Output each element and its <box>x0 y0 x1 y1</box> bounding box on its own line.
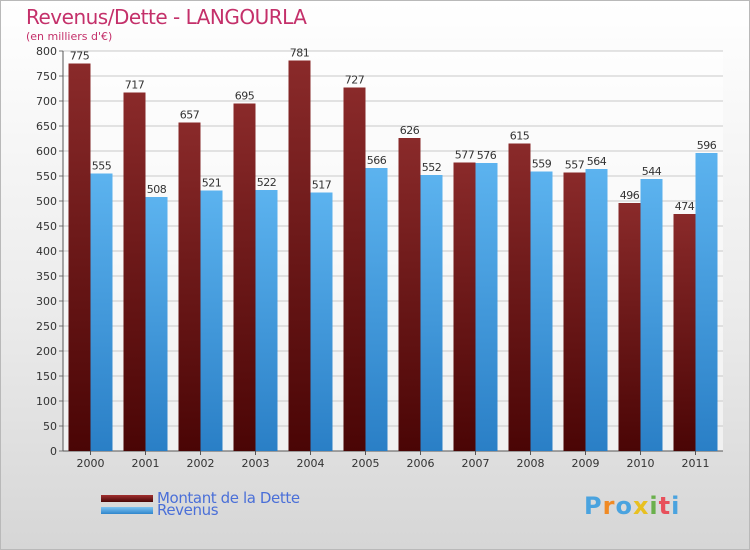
y-tick-label: 800 <box>36 45 57 58</box>
legend-label-revenus: Revenus <box>157 501 219 519</box>
bar-dette <box>288 60 311 451</box>
chart-subtitle: (en milliers d'€) <box>26 30 113 43</box>
y-tick-label: 650 <box>36 120 57 133</box>
bar-dette <box>618 203 641 451</box>
bar-dette <box>453 162 476 451</box>
bar-dette <box>233 103 256 451</box>
data-label-dette: 626 <box>400 124 420 137</box>
y-tick-label: 600 <box>36 145 57 158</box>
bar-revenus <box>255 190 278 451</box>
bar-revenus <box>420 175 443 451</box>
data-label-revenus: 564 <box>587 155 607 168</box>
y-tick-label: 100 <box>36 395 57 408</box>
logo-letter: P <box>584 492 603 520</box>
x-tick-label: 2010 <box>627 457 655 470</box>
data-label-dette: 727 <box>345 74 365 87</box>
x-tick-label: 2009 <box>572 457 600 470</box>
logo-letter: o <box>615 492 633 520</box>
bar-revenus <box>145 197 168 451</box>
logo-letter: i <box>671 492 681 520</box>
y-tick-label: 750 <box>36 70 57 83</box>
data-label-revenus: 522 <box>257 176 277 189</box>
data-label-revenus: 555 <box>92 160 112 173</box>
x-tick-label: 2011 <box>682 457 710 470</box>
data-label-dette: 577 <box>455 149 475 162</box>
data-label-revenus: 552 <box>422 161 442 174</box>
data-label-revenus: 508 <box>147 183 167 196</box>
x-tick-label: 2007 <box>462 457 490 470</box>
data-label-revenus: 521 <box>202 177 222 190</box>
y-tick-label: 500 <box>36 195 57 208</box>
x-tick-label: 2001 <box>132 457 160 470</box>
y-tick-label: 150 <box>36 370 57 383</box>
data-label-dette: 557 <box>565 159 585 172</box>
data-label-dette: 474 <box>675 200 695 213</box>
data-label-revenus: 566 <box>367 154 387 167</box>
bar-revenus <box>530 171 553 451</box>
data-label-dette: 775 <box>70 50 90 63</box>
bar-dette <box>673 214 696 451</box>
bar-revenus <box>200 190 223 451</box>
data-label-revenus: 576 <box>477 149 497 162</box>
logo-letter: t <box>658 492 672 520</box>
bar-revenus <box>475 163 498 451</box>
logo-letter: x <box>632 492 650 520</box>
x-tick-label: 2008 <box>517 457 545 470</box>
bar-dette <box>68 63 91 451</box>
data-label-revenus: 544 <box>642 165 662 178</box>
bar-revenus <box>585 169 608 451</box>
bar-dette <box>398 138 421 451</box>
legend-label-dette: Montant de la Dette <box>157 489 300 507</box>
y-tick-label: 450 <box>36 220 57 233</box>
data-label-revenus: 559 <box>532 158 552 171</box>
bar-revenus <box>640 179 663 451</box>
bar-dette <box>508 143 531 451</box>
bar-dette <box>343 87 366 451</box>
data-label-dette: 496 <box>620 189 640 202</box>
data-label-dette: 695 <box>235 90 255 103</box>
bar-revenus <box>310 192 333 451</box>
y-tick-label: 0 <box>50 445 57 458</box>
x-tick-label: 2002 <box>187 457 215 470</box>
y-tick-label: 350 <box>36 270 57 283</box>
y-tick-label: 550 <box>36 170 57 183</box>
data-label-dette: 717 <box>125 79 145 92</box>
data-label-dette: 781 <box>290 47 310 60</box>
bar-revenus <box>90 173 113 451</box>
bar-dette <box>123 92 146 451</box>
x-tick-label: 2003 <box>242 457 270 470</box>
bar-dette <box>178 122 201 451</box>
y-tick-label: 400 <box>36 245 57 258</box>
x-tick-label: 2004 <box>297 457 325 470</box>
proxiti-logo: Proxiti <box>584 492 680 520</box>
bar-dette <box>563 172 586 451</box>
x-tick-label: 2006 <box>407 457 435 470</box>
legend-swatch-revenus <box>101 506 153 514</box>
x-tick-label: 2005 <box>352 457 380 470</box>
bar-revenus <box>365 168 388 451</box>
x-tick-label: 2000 <box>77 457 105 470</box>
y-tick-label: 200 <box>36 345 57 358</box>
logo-letter: i <box>649 492 659 520</box>
legend-item-revenus: Revenus <box>101 501 219 519</box>
y-tick-label: 700 <box>36 95 57 108</box>
data-label-dette: 615 <box>510 130 530 143</box>
bar-revenus <box>695 153 718 451</box>
y-tick-label: 300 <box>36 295 57 308</box>
data-label-revenus: 596 <box>697 139 717 152</box>
data-label-revenus: 517 <box>312 179 332 192</box>
legend-item-dette: Montant de la Dette <box>101 489 300 507</box>
chart-title: Revenus/Dette - LANGOURLA <box>26 5 307 29</box>
data-label-dette: 657 <box>180 109 200 122</box>
legend-swatch-dette <box>101 494 153 502</box>
y-tick-label: 250 <box>36 320 57 333</box>
logo-letter: r <box>602 492 616 520</box>
y-tick-label: 50 <box>43 420 57 433</box>
